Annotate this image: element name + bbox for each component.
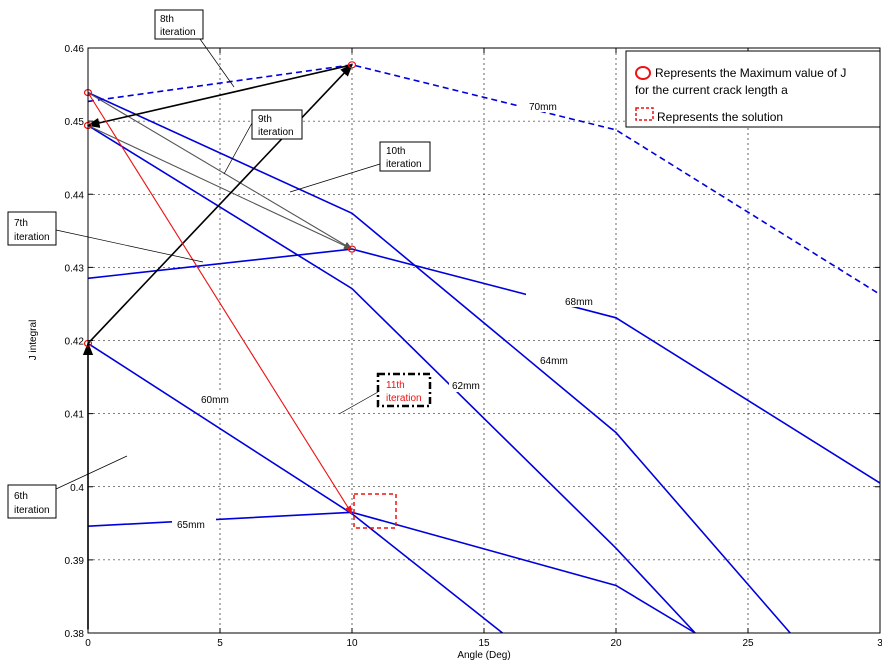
svg-text:11th: 11th <box>386 380 405 391</box>
legend: Represents the Maximum value of J for th… <box>625 50 881 128</box>
x-tick-label: 20 <box>610 638 622 649</box>
series-line-64mm <box>87 91 791 634</box>
x-tick-label: 10 <box>346 638 358 649</box>
y-tick-label: 0.42 <box>65 337 85 348</box>
iteration-arrow-1 <box>87 92 353 250</box>
svg-text:iteration: iteration <box>160 27 196 38</box>
series-labels: 70mm 68mm 64mm 62mm 60mm 65mm <box>172 98 596 531</box>
annotation-7th: 7th iteration <box>7 211 57 246</box>
legend-circle-marker <box>635 66 651 80</box>
legend-square-marker <box>635 107 654 121</box>
svg-text:iteration: iteration <box>386 159 422 170</box>
series-label-65mm: 65mm <box>177 520 205 531</box>
iteration-arrow-6 <box>87 92 353 515</box>
svg-text:8th: 8th <box>160 14 174 25</box>
series-label-60mm: 60mm <box>201 395 229 406</box>
annotation-11th: 11th iteration <box>376 372 432 408</box>
y-tick-label: 0.45 <box>65 117 85 128</box>
annotation-10th: 10th iteration <box>379 141 431 172</box>
series-label-64mm: 64mm <box>540 356 568 367</box>
series-label-62mm: 62mm <box>452 381 480 392</box>
svg-text:9th: 9th <box>258 114 272 125</box>
y-tick-label: 0.4 <box>70 483 84 494</box>
y-tick-label: 0.39 <box>65 556 85 567</box>
svg-text:iteration: iteration <box>14 505 50 516</box>
svg-text:iteration: iteration <box>258 127 294 138</box>
annotation-6th: 6th iteration <box>7 484 57 519</box>
legend-text-max-line1: Represents the Maximum value of J <box>655 66 846 80</box>
solution-marker <box>353 493 397 529</box>
series-label-68mm: 68mm <box>565 297 593 308</box>
annotation-8th: 8th iteration <box>154 9 204 40</box>
x-tick-label: 5 <box>217 638 223 649</box>
x-tick-label: 3 <box>877 638 882 649</box>
iteration-arrow-5 <box>86 64 353 128</box>
series-line-65mm <box>87 511 696 634</box>
legend-text-max-line2: for the current crack length a <box>635 83 788 97</box>
legend-text-solution: Represents the solution <box>657 110 783 124</box>
series-label-70mm: 70mm <box>529 102 557 113</box>
svg-text:iteration: iteration <box>386 393 422 404</box>
y-tick-label: 0.38 <box>65 629 85 640</box>
annotation-9th: 9th iteration <box>251 109 303 140</box>
iteration-arrow-2 <box>87 125 353 250</box>
x-tick-label: 15 <box>478 638 490 649</box>
y-tick-label: 0.41 <box>65 410 85 421</box>
x-tick-label: 0 <box>85 638 91 649</box>
series-line-70mm <box>87 63 881 296</box>
y-axis-title: J integral <box>28 320 39 361</box>
y-tick-label: 0.46 <box>65 44 85 55</box>
y-tick-label: 0.43 <box>65 263 85 274</box>
svg-text:10th: 10th <box>386 146 405 157</box>
svg-text:6th: 6th <box>14 491 28 502</box>
annotation-leaders <box>55 38 381 490</box>
max-j-marker <box>347 61 357 69</box>
svg-text:7th: 7th <box>14 218 28 229</box>
x-tick-label: 25 <box>742 638 754 649</box>
svg-text:iteration: iteration <box>14 232 50 243</box>
series-lines <box>87 63 881 634</box>
axis-ticks: 0 5 10 15 20 25 3 0.38 0.39 0.4 0.41 0.42 0.43 0.44 0.… <box>65 44 882 649</box>
y-tick-label: 0.44 <box>65 190 85 201</box>
series-line-68mm <box>87 248 881 484</box>
iteration-arrow-4 <box>87 63 353 344</box>
x-axis-title: Angle (Deg) <box>457 650 510 661</box>
max-j-marker <box>347 245 357 253</box>
series-line-62mm <box>87 124 696 634</box>
